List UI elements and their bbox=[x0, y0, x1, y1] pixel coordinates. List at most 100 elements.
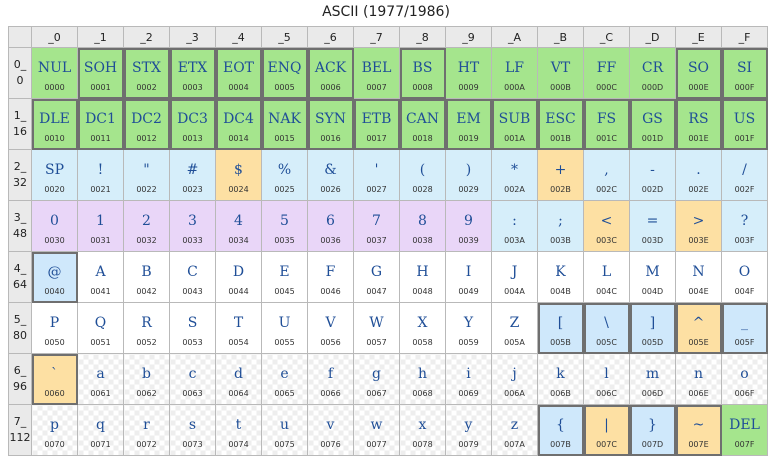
char-cell[interactable]: DC1 0011 bbox=[77, 98, 124, 150]
char-cell[interactable]: +002B bbox=[537, 149, 584, 201]
char-cell[interactable]: FF 000C bbox=[583, 47, 630, 99]
char-cell[interactable]: I 0049 bbox=[445, 251, 492, 303]
char-cell[interactable]: CAN 0018 bbox=[399, 98, 446, 150]
char-cell[interactable]: , 002C bbox=[583, 149, 630, 201]
char-cell[interactable]: c 0063 bbox=[169, 353, 216, 405]
char-cell[interactable]: [005B bbox=[537, 302, 584, 354]
char-cell[interactable]: H 0048 bbox=[399, 251, 446, 303]
char-cell[interactable]: K 004B bbox=[537, 251, 584, 303]
char-cell[interactable]: DEL 007F bbox=[721, 404, 768, 456]
char-cell[interactable]: 0 0030 bbox=[31, 200, 78, 252]
char-cell[interactable]: EM 0019 bbox=[445, 98, 492, 150]
char-cell[interactable]: ! 0021 bbox=[77, 149, 124, 201]
char-cell[interactable]: " 0022 bbox=[123, 149, 170, 201]
char-cell[interactable]: g 0067 bbox=[353, 353, 400, 405]
char-cell[interactable]: S 0053 bbox=[169, 302, 216, 354]
char-cell[interactable]: a 0061 bbox=[77, 353, 124, 405]
char-cell[interactable]: i 0069 bbox=[445, 353, 492, 405]
char-cell[interactable]: v 0076 bbox=[307, 404, 354, 456]
char-cell[interactable]: e 0065 bbox=[261, 353, 308, 405]
char-cell[interactable]: u 0075 bbox=[261, 404, 308, 456]
char-cell[interactable]: } 007D bbox=[629, 404, 676, 456]
char-cell[interactable]: 8 0038 bbox=[399, 200, 446, 252]
char-cell[interactable]: ETX 0003 bbox=[169, 47, 216, 99]
char-cell[interactable]: GS 001D bbox=[629, 98, 676, 150]
char-cell[interactable]: <003C bbox=[583, 200, 630, 252]
char-cell[interactable]: . 002E bbox=[675, 149, 722, 201]
char-cell[interactable]: w 0077 bbox=[353, 404, 400, 456]
char-cell[interactable]: NUL 0000 bbox=[31, 47, 78, 99]
char-cell[interactable]: J 004A bbox=[491, 251, 538, 303]
char-cell[interactable]: E 0045 bbox=[261, 251, 308, 303]
char-cell[interactable]: b 0062 bbox=[123, 353, 170, 405]
char-cell[interactable]: ~007E bbox=[675, 404, 722, 456]
char-cell[interactable]: % 0025 bbox=[261, 149, 308, 201]
char-cell[interactable]: ENQ 0005 bbox=[261, 47, 308, 99]
char-cell[interactable]: Q 0051 bbox=[77, 302, 124, 354]
char-cell[interactable]: L 004C bbox=[583, 251, 630, 303]
char-cell[interactable]: j 006A bbox=[491, 353, 538, 405]
char-cell[interactable]: N 004E bbox=[675, 251, 722, 303]
char-cell[interactable]: D 0044 bbox=[215, 251, 262, 303]
char-cell[interactable]: 2 0032 bbox=[123, 200, 170, 252]
char-cell[interactable]: DC4 0014 bbox=[215, 98, 262, 150]
char-cell[interactable]: SUB 001A bbox=[491, 98, 538, 150]
char-cell[interactable]: 3 0033 bbox=[169, 200, 216, 252]
char-cell[interactable]: - 002D bbox=[629, 149, 676, 201]
char-cell[interactable]: ` 0060 bbox=[31, 353, 78, 405]
char-cell[interactable]: _ 005F bbox=[721, 302, 768, 354]
char-cell[interactable]: A 0041 bbox=[77, 251, 124, 303]
char-cell[interactable]: d 0064 bbox=[215, 353, 262, 405]
char-cell[interactable]: T 0054 bbox=[215, 302, 262, 354]
char-cell[interactable]: STX 0002 bbox=[123, 47, 170, 99]
char-cell[interactable]: * 002A bbox=[491, 149, 538, 201]
char-cell[interactable]: C 0043 bbox=[169, 251, 216, 303]
char-cell[interactable]: : 003A bbox=[491, 200, 538, 252]
char-cell[interactable]: y 0079 bbox=[445, 404, 492, 456]
char-cell[interactable]: Y 0059 bbox=[445, 302, 492, 354]
char-cell[interactable]: 9 0039 bbox=[445, 200, 492, 252]
char-cell[interactable]: @0040 bbox=[31, 251, 78, 303]
char-cell[interactable]: B 0042 bbox=[123, 251, 170, 303]
char-cell[interactable]: CR 000D bbox=[629, 47, 676, 99]
char-cell[interactable]: NAK 0015 bbox=[261, 98, 308, 150]
char-cell[interactable]: h 0068 bbox=[399, 353, 446, 405]
char-cell[interactable]: \ 005C bbox=[583, 302, 630, 354]
char-cell[interactable]: n 006E bbox=[675, 353, 722, 405]
char-cell[interactable]: U 0055 bbox=[261, 302, 308, 354]
char-cell[interactable]: US 001F bbox=[721, 98, 768, 150]
char-cell[interactable]: ? 003F bbox=[721, 200, 768, 252]
char-cell[interactable]: ESC 001B bbox=[537, 98, 584, 150]
char-cell[interactable]: ; 003B bbox=[537, 200, 584, 252]
char-cell[interactable]: ACK 0006 bbox=[307, 47, 354, 99]
char-cell[interactable]: f 0066 bbox=[307, 353, 354, 405]
char-cell[interactable]: {007B bbox=[537, 404, 584, 456]
char-cell[interactable]: k 006B bbox=[537, 353, 584, 405]
char-cell[interactable]: SP 0020 bbox=[31, 149, 78, 201]
char-cell[interactable]: q 0071 bbox=[77, 404, 124, 456]
char-cell[interactable]: & 0026 bbox=[307, 149, 354, 201]
char-cell[interactable]: R 0052 bbox=[123, 302, 170, 354]
char-cell[interactable]: X 0058 bbox=[399, 302, 446, 354]
char-cell[interactable]: P 0050 bbox=[31, 302, 78, 354]
char-cell[interactable]: t 0074 bbox=[215, 404, 262, 456]
char-cell[interactable]: VT 000B bbox=[537, 47, 584, 99]
char-cell[interactable]: z 007A bbox=[491, 404, 538, 456]
char-cell[interactable]: #0023 bbox=[169, 149, 216, 201]
char-cell[interactable]: s 0073 bbox=[169, 404, 216, 456]
char-cell[interactable]: 5 0035 bbox=[261, 200, 308, 252]
char-cell[interactable]: $0024 bbox=[215, 149, 262, 201]
char-cell[interactable]: SYN 0016 bbox=[307, 98, 354, 150]
char-cell[interactable]: Z 005A bbox=[491, 302, 538, 354]
char-cell[interactable]: r 0072 bbox=[123, 404, 170, 456]
char-cell[interactable]: / 002F bbox=[721, 149, 768, 201]
char-cell[interactable]: SI 000F bbox=[721, 47, 768, 99]
char-cell[interactable]: 6 0036 bbox=[307, 200, 354, 252]
char-cell[interactable]: HT 0009 bbox=[445, 47, 492, 99]
char-cell[interactable]: RS 001E bbox=[675, 98, 722, 150]
char-cell[interactable]: EOT 0004 bbox=[215, 47, 262, 99]
char-cell[interactable]: >003E bbox=[675, 200, 722, 252]
char-cell[interactable]: W 0057 bbox=[353, 302, 400, 354]
char-cell[interactable]: ' 0027 bbox=[353, 149, 400, 201]
char-cell[interactable]: l 006C bbox=[583, 353, 630, 405]
